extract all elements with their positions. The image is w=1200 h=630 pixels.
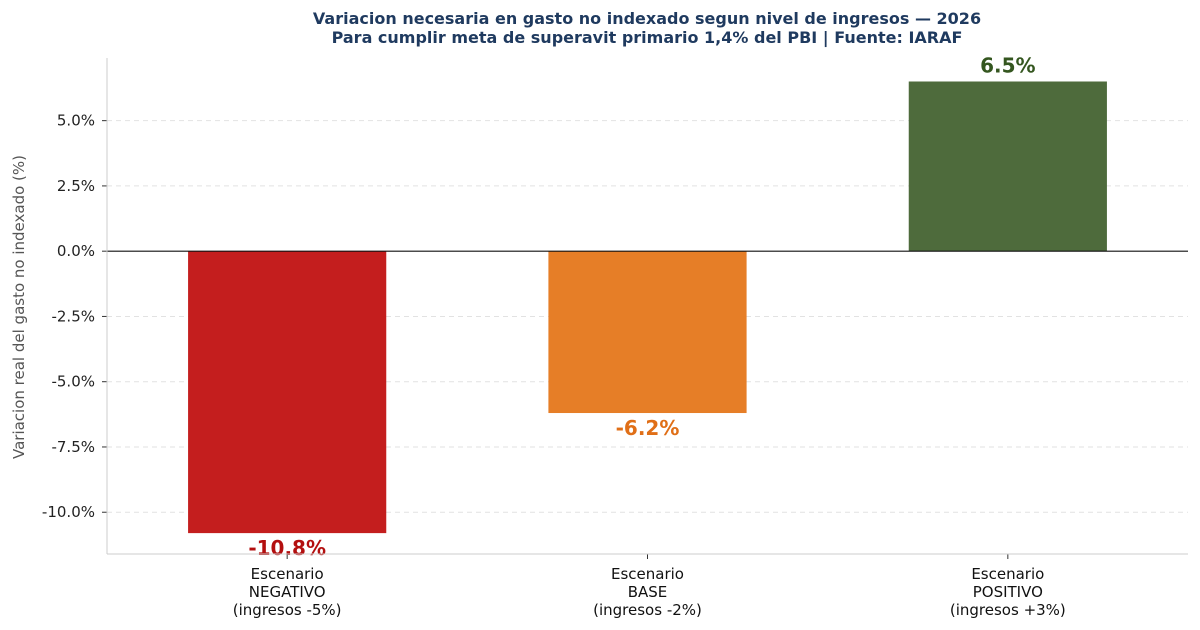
x-tick-label: POSITIVO <box>973 583 1043 601</box>
chart-title: Variacion necesaria en gasto no indexado… <box>313 9 981 28</box>
y-tick-label: 2.5% <box>57 177 95 195</box>
y-axis-label: Variacion real del gasto no indexado (%) <box>10 155 28 459</box>
y-tick-label: -10.0% <box>42 503 95 521</box>
data-label: -6.2% <box>616 416 680 440</box>
y-tick-label: 0.0% <box>57 242 95 260</box>
chart-subtitle: Para cumplir meta de superavit primario … <box>332 28 963 48</box>
bar <box>188 251 387 534</box>
x-tick-label: Escenario <box>971 565 1044 583</box>
bars <box>188 81 1107 534</box>
y-tick-label: -5.0% <box>51 373 95 391</box>
y-tick-label: 5.0% <box>57 112 95 130</box>
x-tick-label: Escenario <box>251 565 324 583</box>
x-tick-label: NEGATIVO <box>249 583 326 601</box>
x-tick-label: (ingresos +3%) <box>950 601 1066 619</box>
data-labels: -10.8%-6.2%6.5% <box>248 53 1035 560</box>
x-tick-label: (ingresos -2%) <box>593 601 702 619</box>
y-tick-label: -7.5% <box>51 438 95 456</box>
bar <box>908 81 1107 252</box>
x-tick-label: Escenario <box>611 565 684 583</box>
bar <box>548 251 747 414</box>
y-axis-ticks: 5.0% 2.5% 0.0% -2.5% -5.0% -7.5% -10.0% <box>42 112 107 521</box>
x-tick-label: (ingresos -5%) <box>233 601 342 619</box>
x-tick-label: BASE <box>628 583 668 601</box>
y-tick-label: -2.5% <box>51 307 95 325</box>
data-label: 6.5% <box>980 53 1035 77</box>
